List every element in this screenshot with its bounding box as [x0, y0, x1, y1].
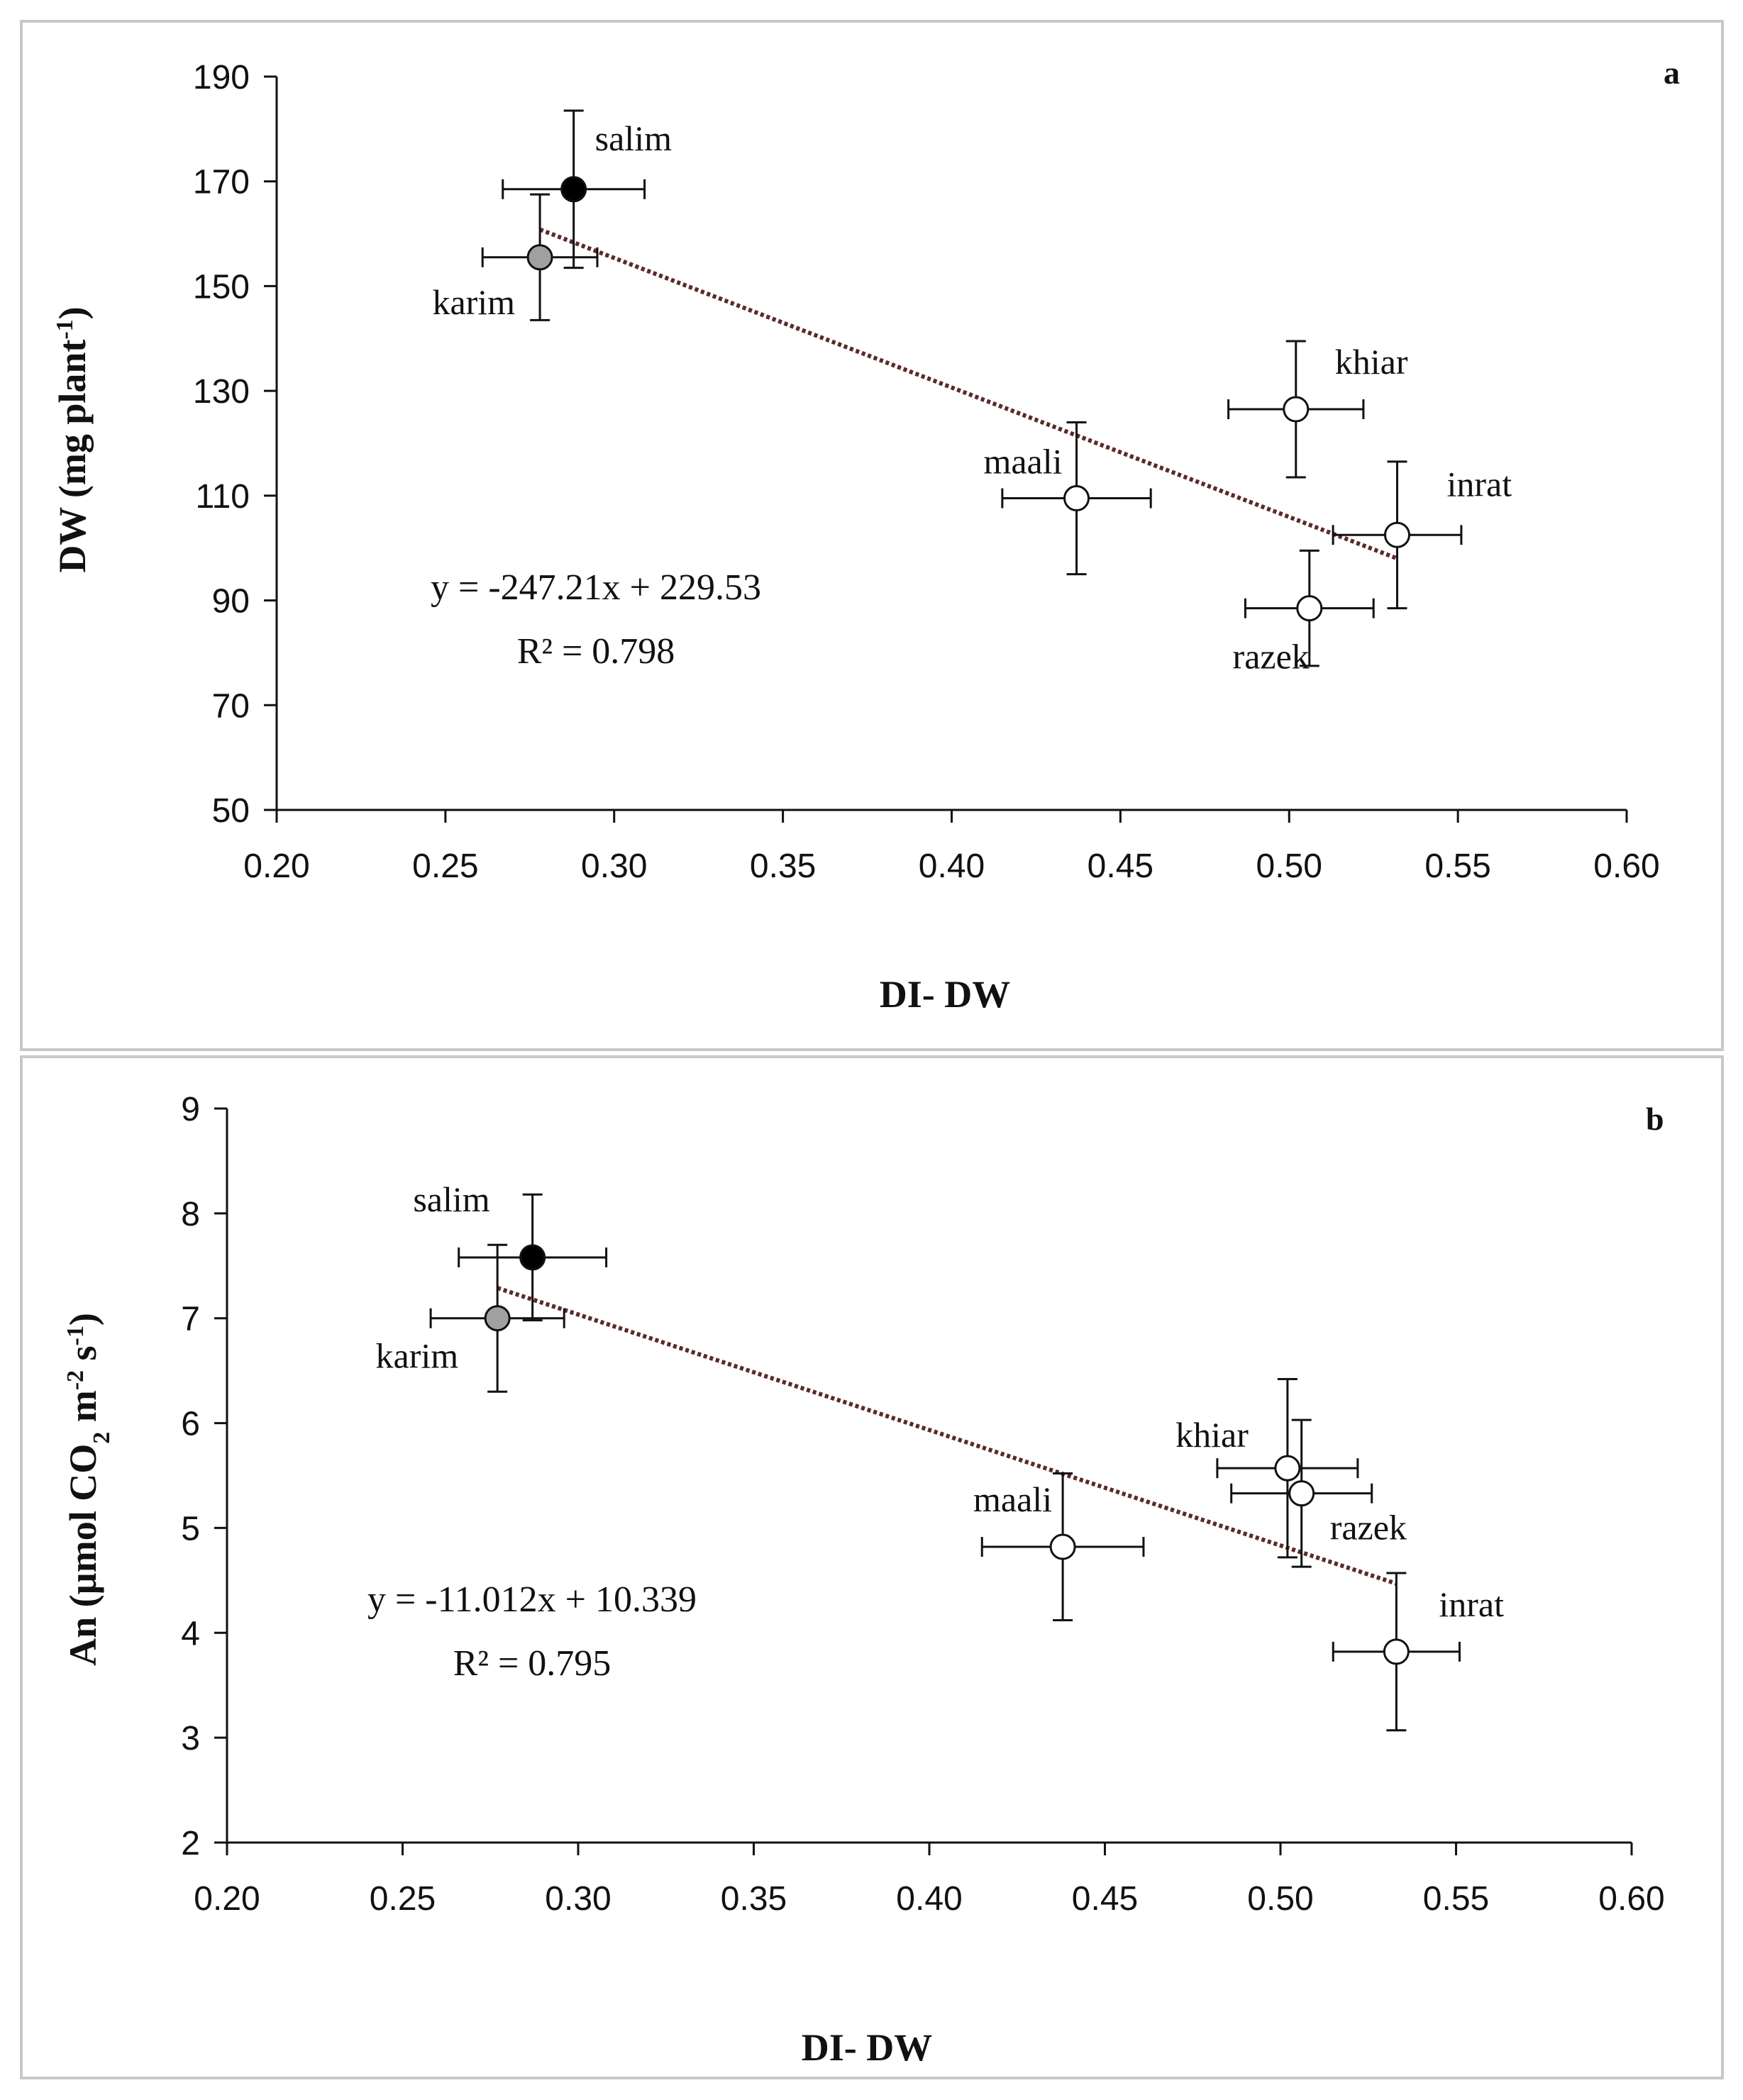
panel-b-marker-salim: [519, 1244, 546, 1271]
panel-b-x-tick-label: 0.25: [370, 1880, 436, 1918]
panel-b-y-tick-label: 8: [181, 1196, 200, 1233]
panel-a-marker-maali: [1063, 485, 1090, 512]
panel-a-letter: a: [1664, 55, 1680, 91]
panel-b-r-squared: R² = 0.795: [453, 1643, 612, 1684]
panel-a-label-razek: razek: [1233, 637, 1310, 677]
panel-a-x-axis-title: DI- DW: [880, 973, 1011, 1016]
panel-b-y-tick-label: 2: [181, 1825, 200, 1862]
panel-a-point-karim: karim: [432, 193, 599, 322]
panel-b-marker-inrat: [1383, 1638, 1410, 1665]
panel-a-y-tick-label: 130: [193, 373, 250, 411]
panel-b-point-razek: razek: [1230, 1418, 1407, 1568]
panel-a-equation: y = -247.21x + 229.53: [431, 567, 761, 608]
panel-b-x-tick-label: 0.40: [896, 1880, 962, 1918]
chart-panel-a: a DW (mg plant-1) DI- DW y = -247.21x + …: [51, 55, 1680, 1016]
panel-a-marker-khiar: [1283, 396, 1310, 423]
panel-a-marker-salim: [560, 176, 587, 203]
panel-b-y-tick-label: 9: [181, 1091, 200, 1128]
panel-a-y-tick-label: 190: [193, 59, 250, 96]
panel-a-x-tick-label: 0.25: [412, 848, 478, 885]
panel-a-x-tick-label: 0.45: [1088, 848, 1153, 885]
panel-a-label-maali: maali: [983, 442, 1062, 482]
panel-b-frame: [20, 1055, 1724, 2079]
panel-b-x-tick-label: 0.50: [1247, 1880, 1313, 1918]
panel-a-y-tick-label: 110: [195, 478, 250, 516]
panel-a-x-tick-label: 0.20: [243, 848, 309, 885]
panel-b-point-salim: salim: [413, 1179, 608, 1322]
panel-a-marker-karim: [526, 244, 553, 271]
panel-a-plot-area: 50 70 90 110 130 150 170 190 0.20 0.25 0.30 0.35 0.4…: [193, 59, 1660, 885]
panel-b-y-tick-label: 5: [181, 1510, 200, 1548]
panel-a-marker-inrat: [1383, 521, 1410, 548]
panel-a-x-tick-label: 0.30: [581, 848, 647, 885]
panel-b-point-maali: maali: [973, 1472, 1145, 1622]
panel-b-equation: y = -11.012x + 10.339: [367, 1579, 697, 1620]
panel-a-r-squared: R² = 0.798: [517, 631, 675, 672]
panel-b-x-tick-label: 0.55: [1423, 1880, 1489, 1918]
panel-b-x-tick-label: 0.35: [721, 1880, 787, 1918]
panel-a-label-khiar: khiar: [1335, 342, 1408, 382]
panel-b-marker-razek: [1288, 1480, 1315, 1507]
panel-b-label-inrat: inrat: [1439, 1584, 1504, 1624]
panel-b-trendline: [497, 1286, 1398, 1586]
panel-b-point-khiar: khiar: [1175, 1377, 1359, 1559]
panel-b-label-maali: maali: [973, 1479, 1052, 1519]
panel-a-y-tick-label: 90: [212, 583, 250, 621]
panel-a-label-salim: salim: [595, 118, 672, 158]
panel-b-label-karim: karim: [376, 1336, 459, 1376]
panel-b-marker-karim: [484, 1305, 511, 1332]
panel-b-label-razek: razek: [1330, 1508, 1407, 1548]
panel-b-y-tick-label: 7: [181, 1301, 200, 1338]
panel-b-label-salim: salim: [413, 1179, 489, 1219]
panel-a-point-maali: maali: [983, 421, 1152, 576]
panel-b-y-tick-label: 3: [181, 1720, 200, 1757]
panel-b-plot-area: 2 3 4 5 6 7 8 9 0.20 0.25 0.30 0.35 0.40 0.45 0.50 0.55…: [181, 1091, 1664, 1918]
panel-b-y-tick-label: 4: [181, 1615, 200, 1652]
panel-b-x-tick-label: 0.20: [194, 1880, 260, 1918]
panel-b-point-karim: karim: [376, 1243, 565, 1393]
panel-a-frame: [20, 20, 1724, 1051]
panel-a-label-inrat: inrat: [1446, 464, 1512, 504]
panel-a-x-tick-label: 0.40: [919, 848, 985, 885]
panel-a-point-inrat: inrat: [1332, 460, 1512, 610]
panel-b-y-axis-title: An (µmol CO2 m-2 s-1): [62, 1313, 115, 1666]
panel-b-label-khiar: khiar: [1175, 1415, 1249, 1455]
panel-a-point-salim: salim: [502, 109, 672, 270]
panel-b-x-axis-title: DI- DW: [802, 2026, 933, 2069]
panel-a-x-tick-label: 0.50: [1256, 848, 1322, 885]
panel-a-marker-razek: [1296, 595, 1323, 622]
panel-a-point-razek: razek: [1233, 549, 1375, 677]
panel-b-marker-maali: [1049, 1533, 1076, 1560]
panel-a-y-tick-label: 170: [193, 164, 250, 201]
panel-b-marker-khiar: [1274, 1455, 1301, 1482]
panel-b-x-tick-label: 0.45: [1072, 1880, 1138, 1918]
panel-a-point-khiar: khiar: [1227, 340, 1408, 479]
panel-b-x-tick-label: 0.60: [1598, 1880, 1664, 1918]
panel-b-point-inrat: inrat: [1332, 1572, 1504, 1732]
panel-a-y-tick-label: 70: [212, 687, 250, 725]
chart-panel-b: b An (µmol CO2 m-2 s-1) DI- DW y = -11.0…: [62, 1091, 1665, 2069]
panel-a-x-tick-label: 0.35: [750, 848, 816, 885]
panel-a-label-karim: karim: [432, 282, 515, 322]
panel-b-y-tick-label: 6: [181, 1406, 200, 1443]
panel-a-y-tick-label: 150: [193, 268, 250, 306]
panel-b-letter: b: [1646, 1101, 1664, 1137]
panel-a-x-tick-label: 0.55: [1424, 848, 1490, 885]
panel-a-y-axis-title: DW (mg plant-1): [51, 306, 94, 572]
panel-a-trendline: [539, 227, 1398, 561]
panel-b-x-tick-label: 0.30: [545, 1880, 611, 1918]
panel-a-y-tick-label: 50: [212, 792, 250, 830]
panel-a-x-tick-label: 0.60: [1593, 848, 1659, 885]
